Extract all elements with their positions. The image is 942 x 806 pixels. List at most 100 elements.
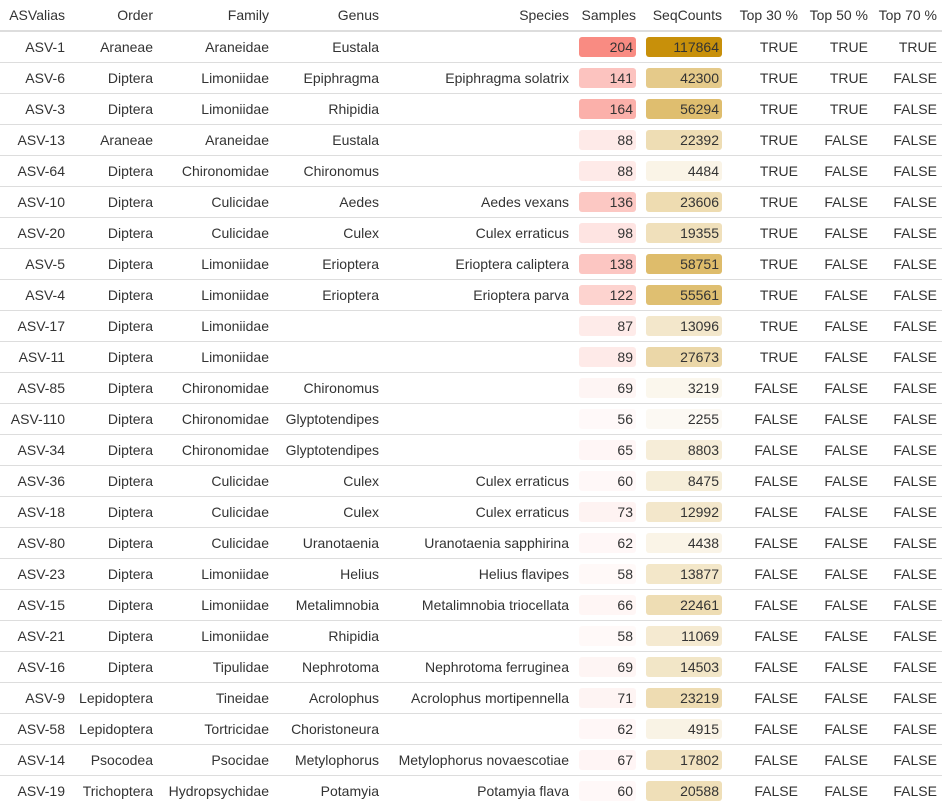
seqcounts-value: 4915 — [646, 719, 722, 739]
column-header-top70[interactable]: Top 70 % — [873, 0, 942, 32]
column-header-asvalias[interactable]: ASValias — [0, 0, 70, 32]
top30-cell: TRUE — [727, 279, 803, 311]
genus-cell: Uranotaenia — [274, 527, 384, 559]
species-cell: Nephrotoma ferruginea — [384, 651, 574, 683]
order-cell: Diptera — [70, 310, 158, 342]
order-cell: Diptera — [70, 279, 158, 311]
order-cell: Diptera — [70, 465, 158, 497]
seqcounts-value: 23219 — [646, 688, 722, 708]
species-cell — [384, 372, 574, 404]
order-cell: Trichoptera — [70, 775, 158, 806]
order-cell: Diptera — [70, 496, 158, 528]
column-header-samples[interactable]: Samples — [574, 0, 641, 32]
samples-cell: 136 — [574, 186, 641, 218]
genus-cell: Potamyia — [274, 775, 384, 806]
table-header: ASValias Order Family Genus Species Samp… — [0, 0, 942, 32]
table-row: ASV-1 Araneae Araneidae Eustala 204 117864 TRU… — [0, 31, 942, 63]
samples-value: 69 — [579, 657, 636, 677]
samples-value: 58 — [579, 626, 636, 646]
top30-cell: TRUE — [727, 155, 803, 187]
genus-cell — [274, 341, 384, 373]
order-cell: Lepidoptera — [70, 713, 158, 745]
seqcounts-cell: 4915 — [641, 713, 727, 745]
order-cell: Diptera — [70, 372, 158, 404]
samples-value: 73 — [579, 502, 636, 522]
seqcounts-cell: 23606 — [641, 186, 727, 218]
seqcounts-cell: 19355 — [641, 217, 727, 249]
asv-cell: ASV-16 — [0, 651, 70, 683]
samples-value: 60 — [579, 781, 636, 801]
samples-cell: 73 — [574, 496, 641, 528]
column-header-species[interactable]: Species — [384, 0, 574, 32]
genus-cell: Glyptotendipes — [274, 434, 384, 466]
top70-cell: FALSE — [873, 310, 942, 342]
family-cell: Chironomidae — [158, 155, 274, 187]
top70-cell: TRUE — [898, 39, 937, 55]
family-cell: Culicidae — [158, 217, 274, 249]
column-header-family[interactable]: Family — [158, 0, 274, 32]
seqcounts-value: 27673 — [646, 347, 722, 367]
genus-cell: Erioptera — [274, 248, 384, 280]
family-cell: Tipulidae — [158, 651, 274, 683]
table-row: ASV-85 Diptera Chironomidae Chironomus 69 321… — [0, 372, 942, 404]
family-cell: Limoniidae — [158, 62, 274, 94]
seqcounts-cell: 3219 — [641, 372, 727, 404]
table-row: ASV-5 Diptera Limoniidae Erioptera Erioptera… — [0, 248, 942, 280]
asv-cell: ASV-58 — [0, 713, 70, 745]
seqcounts-value: 17802 — [646, 750, 722, 770]
species-cell: Helius flavipes — [384, 558, 574, 590]
asv-cell: ASV-11 — [0, 341, 70, 373]
samples-cell: 67 — [574, 744, 641, 776]
top50-cell: FALSE — [803, 527, 873, 559]
seqcounts-cell: 17802 — [641, 744, 727, 776]
species-cell: Metylophorus novaescotiae — [384, 744, 574, 776]
genus-cell — [274, 310, 384, 342]
samples-value: 136 — [579, 192, 636, 212]
asv-cell: ASV-6 — [0, 62, 70, 94]
top70-cell: FALSE — [873, 403, 942, 435]
seqcounts-cell: 12992 — [641, 496, 727, 528]
seqcounts-value: 2255 — [646, 409, 722, 429]
column-header-top30[interactable]: Top 30 % — [727, 0, 803, 32]
top70-cell: FALSE — [873, 744, 942, 776]
family-cell: Psocidae — [158, 744, 274, 776]
samples-cell: 122 — [574, 279, 641, 311]
table-row: ASV-9 Lepidoptera Tineidae Acrolophus Acrolo… — [0, 682, 942, 714]
samples-cell: 62 — [574, 527, 641, 559]
table-row: ASV-16 Diptera Tipulidae Nephrotoma Nephroto… — [0, 651, 942, 683]
top50-cell: FALSE — [803, 465, 873, 497]
top30-cell: TRUE — [759, 39, 798, 55]
top30-cell: TRUE — [727, 62, 803, 94]
top70-cell: FALSE — [873, 682, 942, 714]
species-cell: Potamyia flava — [384, 775, 574, 806]
seqcounts-value: 13096 — [646, 316, 722, 336]
seqcounts-cell: 20588 — [641, 775, 727, 806]
column-header-top50[interactable]: Top 50 % — [803, 0, 873, 32]
seqcounts-value: 23606 — [646, 192, 722, 212]
order-cell: Diptera — [70, 155, 158, 187]
column-header-order[interactable]: Order — [70, 0, 158, 32]
column-header-seqcounts[interactable]: SeqCounts — [641, 0, 727, 32]
order-cell: Diptera — [70, 341, 158, 373]
samples-value: 56 — [579, 409, 636, 429]
top50-cell: FALSE — [803, 434, 873, 466]
top70-cell: FALSE — [873, 496, 942, 528]
family-cell: Culicidae — [158, 465, 274, 497]
family-cell: Limoniidae — [158, 279, 274, 311]
top70-cell: FALSE — [873, 186, 942, 218]
column-header-genus[interactable]: Genus — [274, 0, 384, 32]
order-cell: Araneae — [100, 39, 153, 55]
samples-value: 62 — [579, 533, 636, 553]
samples-value: 122 — [579, 285, 636, 305]
top70-cell: FALSE — [873, 589, 942, 621]
top70-cell: FALSE — [873, 248, 942, 280]
seqcounts-cell: 4438 — [641, 527, 727, 559]
seqcounts-cell: 56294 — [641, 93, 727, 125]
seqcounts-value: 8475 — [646, 471, 722, 491]
seqcounts-cell: 55561 — [641, 279, 727, 311]
order-cell: Diptera — [70, 651, 158, 683]
table-row: ASV-58 Lepidoptera Tortricidae Choristoneur… — [0, 713, 942, 745]
seqcounts-value: 4438 — [646, 533, 722, 553]
table-row: ASV-34 Diptera Chironomidae Glyptotendipes 6… — [0, 434, 942, 466]
